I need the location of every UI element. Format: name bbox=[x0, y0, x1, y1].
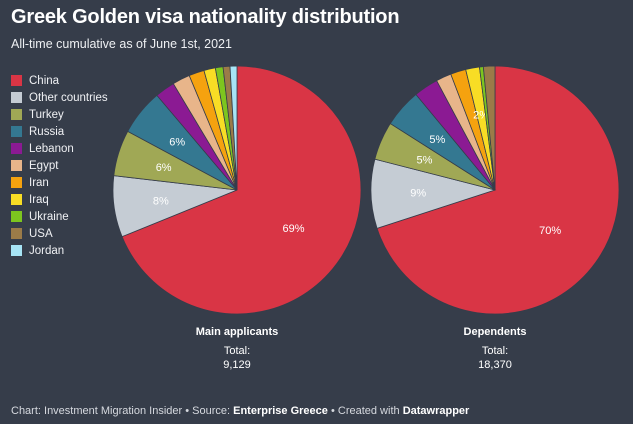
dependents-title: Dependents bbox=[463, 326, 527, 338]
main-applicants-data-label-china: 69% bbox=[283, 223, 305, 235]
legend-item-other-countries: Other countries bbox=[11, 89, 108, 106]
main-applicants-data-label-russia: 6% bbox=[169, 137, 185, 149]
legend-label: Ukraine bbox=[29, 210, 69, 223]
legend: China Other countries Turkey Russia Lebanon E… bbox=[11, 72, 108, 259]
chart-subtitle: All-time cumulative as of June 1st, 2021 bbox=[11, 37, 232, 51]
chart-title: Greek Golden visa nationality distributi… bbox=[11, 6, 400, 28]
legend-swatch bbox=[11, 75, 22, 86]
footer-credits: Chart: Investment Migration Insider • So… bbox=[11, 405, 469, 417]
legend-swatch bbox=[11, 245, 22, 256]
legend-label: Iran bbox=[29, 176, 49, 189]
legend-label: Jordan bbox=[29, 244, 65, 257]
main-applicants-data-label-turkey: 6% bbox=[156, 162, 172, 174]
dependents-data-label-turkey: 5% bbox=[416, 154, 432, 166]
footer-prefix: Chart: Investment Migration Insider • So… bbox=[11, 405, 234, 417]
legend-item-lebanon: Lebanon bbox=[11, 140, 108, 157]
dependents-caption: Dependents Total: 18,370 bbox=[464, 326, 527, 372]
main-applicants-slice-china bbox=[121, 65, 362, 315]
legend-swatch bbox=[11, 194, 22, 205]
legend-label: Turkey bbox=[29, 108, 64, 121]
legend-swatch bbox=[11, 92, 22, 103]
legend-item-egypt: Egypt bbox=[11, 157, 108, 174]
main-applicants-title: Main applicants bbox=[195, 326, 279, 338]
dependents-total-value: 18,370 bbox=[478, 359, 512, 371]
legend-label: Other countries bbox=[29, 91, 108, 104]
dependents-total-label: Total: bbox=[481, 345, 509, 357]
main-applicants-total-label: Total: bbox=[223, 345, 251, 357]
main-applicants-data-label-other-countries: 8% bbox=[153, 195, 169, 207]
footer-source[interactable]: Enterprise Greece bbox=[233, 405, 328, 417]
legend-swatch bbox=[11, 177, 22, 188]
dependents-data-label-russia: 5% bbox=[429, 134, 445, 146]
dependents-slice-china bbox=[376, 65, 620, 315]
legend-label: Iraq bbox=[29, 193, 49, 206]
legend-item-usa: USA bbox=[11, 225, 108, 242]
legend-swatch bbox=[11, 143, 22, 154]
legend-item-iran: Iran bbox=[11, 174, 108, 191]
legend-item-turkey: Turkey bbox=[11, 106, 108, 123]
legend-swatch bbox=[11, 160, 22, 171]
dependents-data-label-other-countries: 9% bbox=[410, 187, 426, 199]
footer-middle: • Created with bbox=[327, 405, 403, 417]
legend-item-jordan: Jordan bbox=[11, 242, 108, 259]
legend-label: Russia bbox=[29, 125, 65, 138]
dependents-data-label-china: 70% bbox=[539, 225, 561, 237]
legend-item-china: China bbox=[11, 72, 108, 89]
legend-swatch bbox=[11, 228, 22, 239]
legend-swatch bbox=[11, 126, 22, 137]
legend-swatch bbox=[11, 211, 22, 222]
main-applicants-caption: Main applicants Total: 9,129 bbox=[196, 326, 279, 372]
main-applicants-slice-jordan bbox=[229, 65, 238, 191]
legend-label: USA bbox=[29, 227, 53, 240]
footer-tool[interactable]: Datawrapper bbox=[402, 405, 470, 417]
legend-item-ukraine: Ukraine bbox=[11, 208, 108, 225]
legend-item-russia: Russia bbox=[11, 123, 108, 140]
dependents-slice-usa bbox=[482, 65, 496, 191]
legend-label: Lebanon bbox=[29, 142, 74, 155]
legend-label: China bbox=[29, 74, 60, 87]
main-applicants-total-value: 9,129 bbox=[223, 359, 251, 371]
legend-swatch bbox=[11, 109, 22, 120]
legend-label: Egypt bbox=[29, 159, 59, 172]
legend-item-iraq: Iraq bbox=[11, 191, 108, 208]
